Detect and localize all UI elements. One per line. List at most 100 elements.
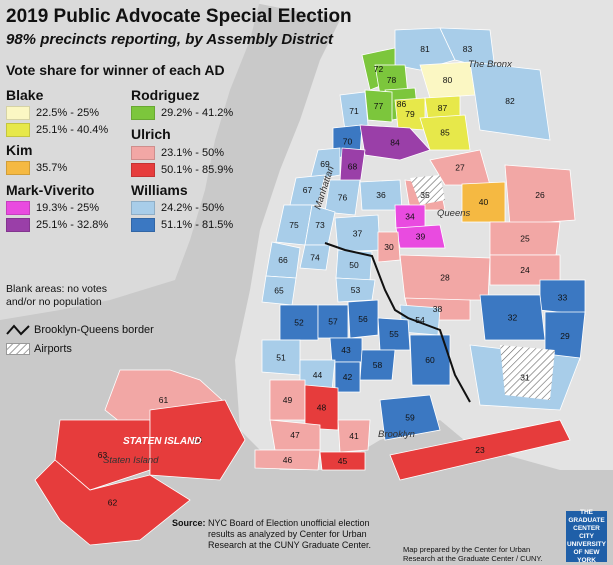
district-label-62: 62	[108, 498, 118, 508]
district-label-50: 50	[349, 260, 359, 270]
legend-candidate-williams: Williams	[131, 182, 188, 198]
district-76	[324, 179, 361, 216]
district-label-45: 45	[338, 456, 348, 466]
district-label-79: 79	[405, 109, 415, 119]
new-jersey-land	[0, 0, 260, 320]
credit-note: Map prepared by the Center for Urban Res…	[403, 545, 543, 563]
legend-swatch	[131, 106, 155, 120]
legend-item-mark-viverito-high: 25.1% - 32.8%	[6, 218, 108, 232]
district-label-67: 67	[303, 185, 313, 195]
legend-candidate-ulrich: Ulrich	[131, 126, 171, 142]
legend-range: 22.5% - 25%	[36, 107, 99, 119]
district-label-82: 82	[505, 96, 515, 106]
legend-swatch	[6, 161, 30, 175]
district-label-86: 86	[397, 99, 407, 109]
district-label-46: 46	[283, 455, 293, 465]
district-label-61: 61	[159, 395, 169, 405]
legend-candidate-blake: Blake	[6, 87, 44, 103]
district-label-34: 34	[405, 212, 415, 222]
district-69	[309, 147, 341, 181]
district-label-40: 40	[479, 197, 489, 207]
district-46	[254, 449, 321, 471]
district-58	[359, 349, 396, 381]
place-label-queens: Queens	[437, 208, 471, 219]
district-label-71: 71	[349, 106, 359, 116]
district-55	[377, 317, 411, 351]
district-52	[279, 304, 319, 341]
district-29	[544, 311, 586, 361]
legend-swatch	[6, 201, 30, 215]
legend-item-blake-low: 22.5% - 25%	[6, 106, 99, 120]
staten-island-districts	[34, 369, 246, 546]
district-48	[304, 384, 339, 431]
district-63	[54, 419, 151, 491]
district-60	[409, 334, 451, 386]
district-56	[347, 299, 379, 339]
legend-range: 35.7%	[36, 162, 68, 174]
district-30	[377, 231, 401, 263]
district-label-66: 66	[278, 255, 288, 265]
legend-range: 51.1% - 81.5%	[161, 219, 234, 231]
legend-range: 24.2% - 50%	[161, 202, 224, 214]
district-label-25: 25	[520, 234, 530, 244]
district-label-32: 32	[508, 313, 518, 323]
district-label-55: 55	[389, 329, 399, 339]
district-label-58: 58	[373, 360, 383, 370]
legend-swatch	[6, 218, 30, 232]
place-label-brooklyn: Brooklyn	[378, 429, 415, 440]
district-41	[337, 419, 371, 453]
district-label-76: 76	[338, 193, 348, 203]
legend-item-ulrich-high: 50.1% - 85.9%	[131, 163, 233, 177]
district-67	[289, 174, 326, 206]
legend-airports-label: Airports	[34, 343, 72, 355]
district-label-30: 30	[384, 242, 394, 252]
district-label-72: 72	[374, 64, 384, 74]
district-label-54: 54	[415, 315, 425, 325]
district-label-59: 59	[405, 413, 415, 423]
district-82	[469, 61, 551, 141]
district-label-38: 38	[433, 304, 443, 314]
manhattan-districts	[261, 147, 366, 306]
legend-range: 23.1% - 50%	[161, 147, 224, 159]
legend-swatch	[131, 146, 155, 160]
district-74	[299, 244, 331, 271]
district-label-44: 44	[313, 370, 323, 380]
district-label-28: 28	[440, 273, 450, 283]
legend-item-williams-high: 51.1% - 81.5%	[131, 218, 233, 232]
district-64	[149, 399, 246, 481]
place-label-bronx: The Bronx	[468, 59, 513, 70]
legend-item-ulrich-low: 23.1% - 50%	[131, 146, 224, 160]
source-label: Source:	[172, 518, 206, 528]
legend-swatch	[6, 106, 30, 120]
legend-item-blake-high: 25.1% - 40.4%	[6, 123, 108, 137]
legend-border-item: Brooklyn-Queens border	[6, 323, 154, 337]
legend-airports-item: Airports	[6, 343, 72, 355]
district-71	[339, 91, 369, 131]
district-label-80: 80	[443, 75, 453, 85]
district-label-29: 29	[560, 331, 570, 341]
district-label-42: 42	[343, 372, 353, 382]
legend-item-mark-viverito-low: 19.3% - 25%	[6, 201, 99, 215]
source-text: NYC Board of Election unofficial electio…	[208, 518, 371, 550]
map-subtitle: 98% precincts reporting, by Assembly Dis…	[6, 31, 334, 48]
district-label-74: 74	[310, 253, 320, 263]
border-line-icon	[6, 324, 30, 336]
district-label-64: 64	[193, 435, 203, 445]
legend-range: 25.1% - 32.8%	[36, 219, 109, 231]
laguardia-airport	[410, 175, 445, 205]
district-42	[334, 361, 361, 393]
district-label-35: 35	[420, 190, 430, 200]
legend-swatch	[6, 123, 30, 137]
legend-range: 50.1% - 85.9%	[161, 164, 234, 176]
district-label-27: 27	[455, 163, 465, 173]
legend-heading: Vote share for winner of each AD	[6, 62, 225, 78]
district-label-49: 49	[283, 395, 293, 405]
district-59	[379, 394, 441, 441]
district-label-37: 37	[353, 229, 363, 239]
district-label-69: 69	[320, 159, 330, 169]
district-label-24: 24	[520, 265, 530, 275]
district-label-84: 84	[390, 138, 400, 148]
district-label-81: 81	[420, 44, 430, 54]
